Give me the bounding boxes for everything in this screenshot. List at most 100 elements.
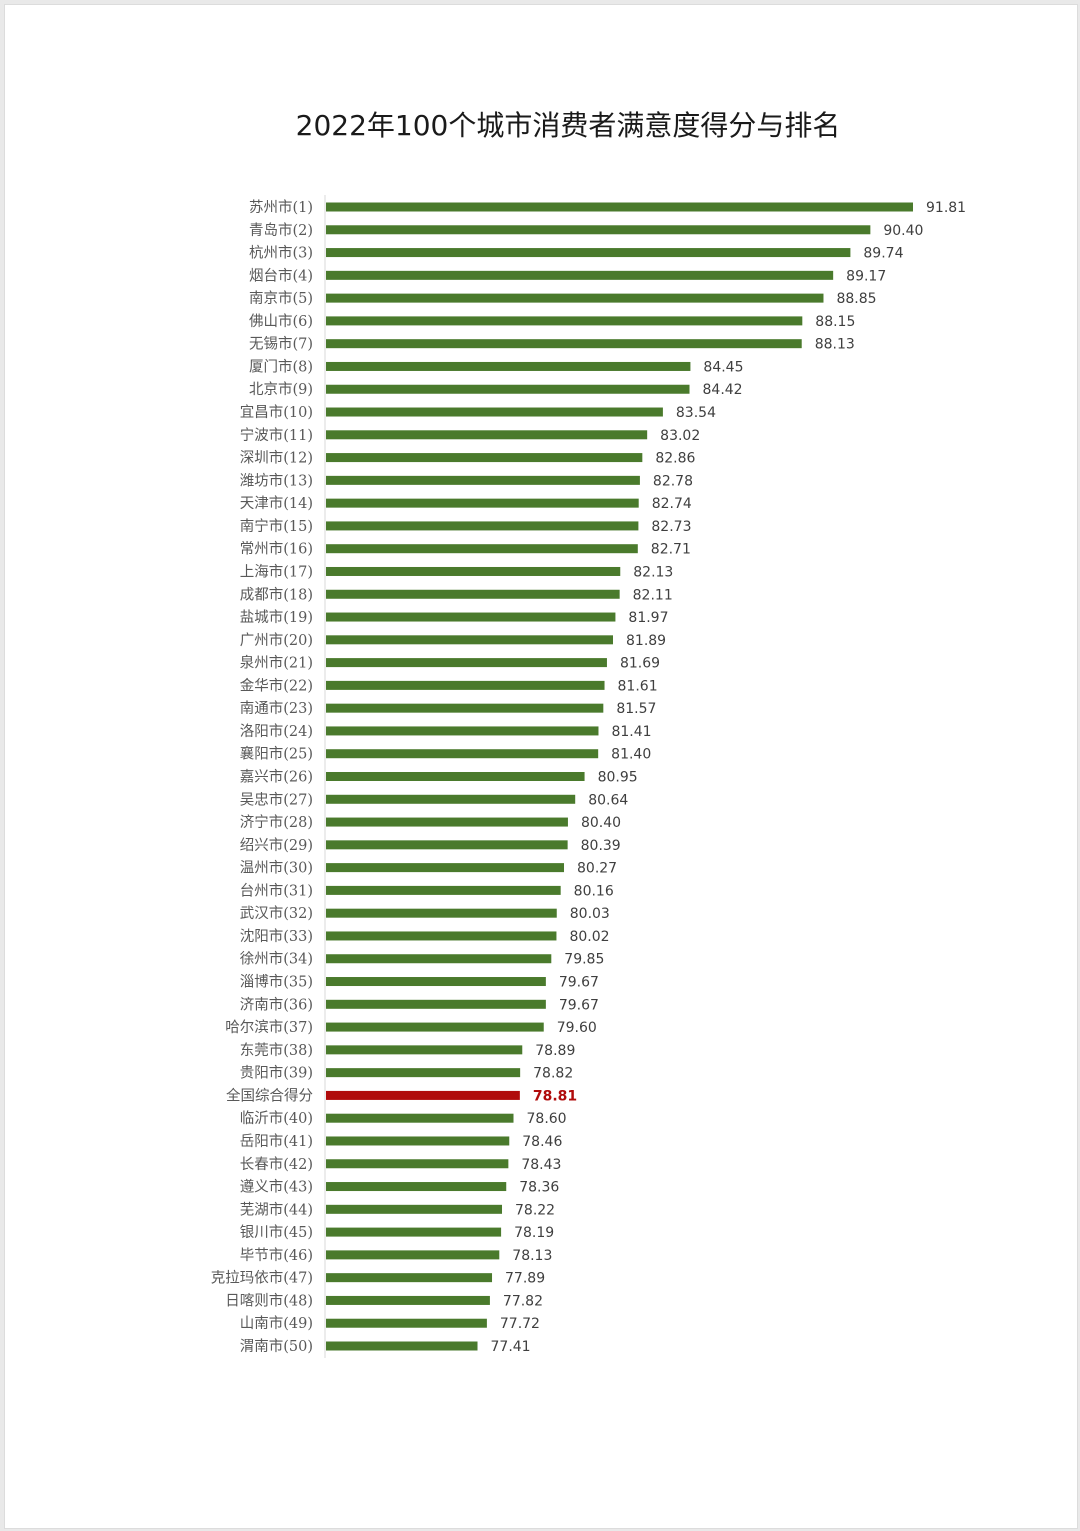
bar [326, 999, 546, 1009]
bars-layer [326, 202, 913, 1351]
category-label: 上海市(17) [240, 563, 313, 580]
data-label: 78.60 [527, 1111, 567, 1127]
data-label: 82.86 [655, 451, 695, 467]
data-label: 79.67 [559, 997, 599, 1013]
data-label: 84.45 [703, 359, 743, 375]
labels-layer: 苏州市(1) 91.81 青岛市(2) 90.40 杭州市(3) 89.74 烟台市(4) 8… [211, 199, 966, 1355]
data-label: 91.81 [926, 200, 966, 216]
bar [326, 430, 648, 440]
category-label: 金华市(22) [240, 677, 313, 694]
data-label: 81.89 [626, 633, 666, 649]
bar [326, 566, 621, 576]
bar [326, 544, 638, 554]
category-label: 佛山市(6) [249, 313, 313, 330]
data-label: 82.13 [633, 564, 673, 580]
bar [326, 908, 557, 918]
bar [326, 817, 568, 827]
category-label: 杭州市(3) [249, 245, 313, 262]
data-label: 90.40 [883, 223, 923, 239]
data-label: 78.46 [522, 1134, 562, 1150]
data-label: 84.42 [703, 382, 743, 398]
bar [326, 384, 690, 394]
category-label: 东莞市(38) [240, 1042, 313, 1059]
data-label: 82.78 [653, 473, 693, 489]
bar [326, 521, 639, 531]
data-label: 80.02 [569, 929, 609, 945]
data-label: 78.82 [533, 1066, 573, 1082]
data-label: 80.40 [581, 815, 621, 831]
category-label: 洛阳市(24) [240, 723, 313, 740]
category-label: 无锡市(7) [249, 336, 313, 353]
bar [326, 225, 871, 235]
bar [326, 1113, 514, 1123]
bar [326, 1068, 521, 1078]
data-label: 80.03 [570, 906, 610, 922]
data-label: 81.69 [620, 656, 660, 672]
bar [326, 453, 643, 463]
data-label: 82.11 [633, 587, 673, 603]
bar [326, 270, 834, 280]
category-label: 济宁市(28) [240, 814, 313, 831]
category-label: 武汉市(32) [240, 905, 313, 922]
bar [326, 612, 616, 622]
category-label: 日喀则市(48) [225, 1292, 313, 1309]
bar [326, 1295, 490, 1305]
category-label: 济南市(36) [240, 996, 313, 1013]
bar [326, 498, 639, 508]
category-label: 嘉兴市(26) [240, 769, 313, 786]
data-label: 88.85 [836, 291, 876, 307]
chart-title: 2022年100个城市消费者满意度得分与排名 [295, 109, 841, 142]
data-label: 78.89 [535, 1043, 575, 1059]
category-label: 成都市(18) [240, 586, 313, 603]
category-label: 台州市(31) [240, 882, 313, 899]
category-label: 临沂市(40) [240, 1110, 313, 1127]
bar [326, 772, 585, 781]
category-label: 芜湖市(44) [240, 1201, 313, 1218]
data-label: 78.19 [514, 1225, 554, 1241]
bar [326, 248, 851, 258]
category-label: 宜昌市(10) [240, 404, 313, 421]
data-label: 81.57 [616, 701, 656, 717]
data-label: 81.97 [628, 610, 668, 626]
bar [326, 954, 552, 964]
bar [326, 863, 565, 873]
category-label: 贵阳市(39) [240, 1065, 313, 1082]
category-label: 哈尔滨市(37) [225, 1019, 313, 1036]
bar [326, 1045, 523, 1055]
category-label: 吴忠市(27) [240, 791, 313, 808]
bar [326, 703, 604, 713]
data-label: 80.64 [588, 792, 628, 808]
data-label: 79.85 [564, 952, 604, 968]
data-label: 80.27 [577, 861, 617, 877]
category-label: 苏州市(1) [249, 199, 313, 216]
category-label: 襄阳市(25) [240, 746, 313, 763]
bar [326, 931, 557, 941]
bar [326, 658, 607, 668]
data-label: 78.13 [512, 1248, 552, 1264]
bar [326, 794, 576, 804]
category-label: 银川市(45) [240, 1224, 313, 1241]
category-label: 长春市(42) [240, 1156, 313, 1173]
category-label: 沈阳市(33) [240, 928, 313, 945]
bar [326, 589, 620, 599]
data-label: 88.15 [815, 314, 855, 330]
category-label: 青岛市(2) [249, 222, 313, 239]
bar [326, 885, 561, 895]
bar [326, 635, 613, 645]
data-label: 83.02 [660, 428, 700, 444]
category-label: 南京市(5) [249, 290, 313, 307]
category-label: 广州市(20) [240, 632, 313, 649]
data-label: 78.43 [521, 1157, 561, 1173]
category-label: 遵义市(43) [240, 1179, 313, 1196]
category-label: 南宁市(15) [240, 518, 313, 535]
bar [326, 475, 640, 485]
data-label: 80.16 [574, 883, 614, 899]
category-label: 厦门市(8) [249, 358, 313, 375]
bar [326, 202, 913, 212]
bar [326, 339, 802, 349]
category-label: 宁波市(11) [240, 427, 313, 444]
data-label: 88.13 [815, 337, 855, 353]
category-label: 克拉玛依市(47) [211, 1270, 313, 1287]
data-label: 78.22 [515, 1202, 555, 1218]
